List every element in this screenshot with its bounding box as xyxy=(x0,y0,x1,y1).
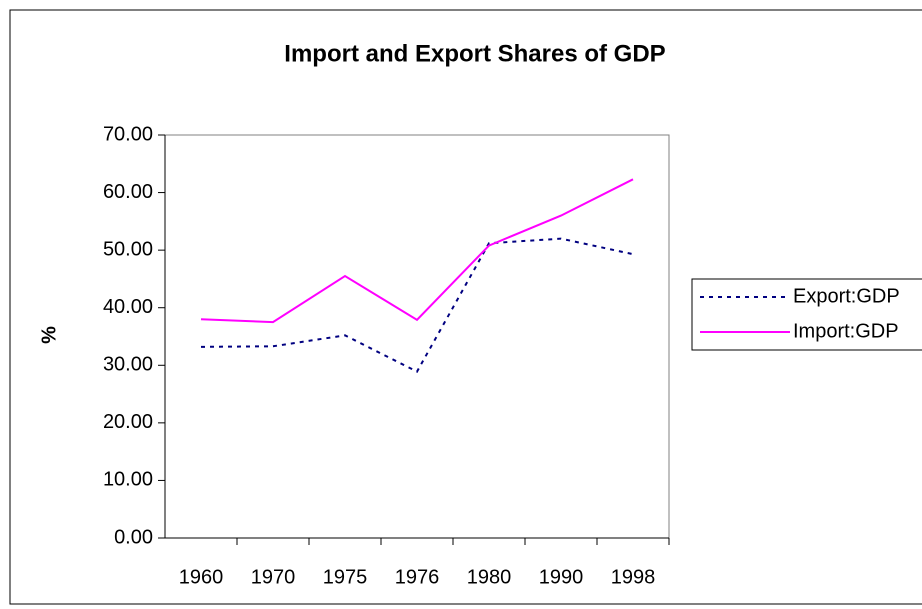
y-tick-label: 20.00 xyxy=(103,411,153,433)
y-axis-label: % xyxy=(38,326,60,344)
series-line xyxy=(200,178,634,324)
legend-label: Import:GDP xyxy=(793,320,899,342)
x-tick-label: 1980 xyxy=(467,566,512,588)
y-tick-label: 70.00 xyxy=(103,123,153,145)
y-tick-label: 10.00 xyxy=(103,469,153,491)
x-tick-label: 1970 xyxy=(251,566,296,588)
y-tick-label: 50.00 xyxy=(103,238,153,260)
chart-title: Import and Export Shares of GDP xyxy=(284,40,665,67)
y-tick-label: 30.00 xyxy=(103,354,153,376)
y-tick-label: 40.00 xyxy=(103,296,153,318)
x-tick-label: 1998 xyxy=(611,566,656,588)
legend-label: Export:GDP xyxy=(793,285,900,307)
x-tick-label: 1976 xyxy=(395,566,440,588)
plot-area xyxy=(164,134,670,539)
y-tick-label: 60.00 xyxy=(103,181,153,203)
y-tick-label: 0.00 xyxy=(114,526,153,548)
x-tick-label: 1960 xyxy=(179,566,224,588)
series-line xyxy=(200,237,634,373)
legend-box xyxy=(691,278,922,351)
x-tick-label: 1975 xyxy=(323,566,368,588)
x-tick-label: 1990 xyxy=(539,566,584,588)
